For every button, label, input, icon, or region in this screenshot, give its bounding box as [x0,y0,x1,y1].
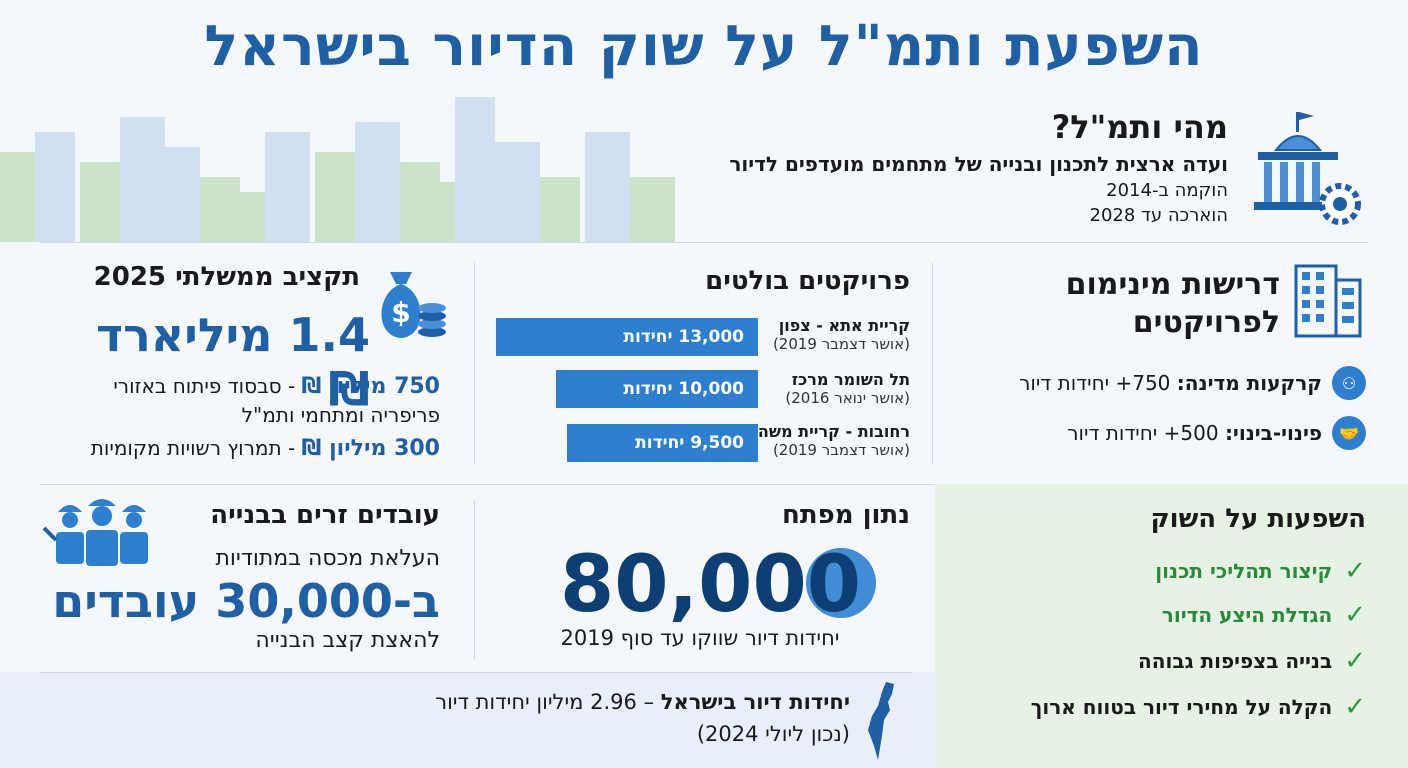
workers-heading: עובדים זרים בבנייה [210,500,440,530]
impact-item: ✓ הקלה על מחירי דיור בטווח ארוך [1031,692,1366,722]
requirement-2-text: 500+ יחידות דיור [1067,421,1225,445]
requirement-row-1: ⚇ קרקעות מדינה: 750+ יחידות דיור [1019,366,1366,400]
workers-big-number: ב-30,000 עובדים [52,574,440,628]
impact-item-text: בנייה בצפיפות גבוהה [1138,649,1333,673]
budget-heading: תקציב ממשלתי 2025 [93,262,360,292]
israel-units-note: (נכון ליולי 2024) [696,722,850,746]
whatis-established: הוקמה ב-2014 [1106,180,1228,201]
keystat-circle-decoration [806,548,876,618]
workers-icon [42,499,148,566]
divider [40,484,935,485]
project-name: תל השומר מרכז [791,370,910,389]
svg-text:$: $ [391,296,410,329]
keystat-number: 80,000 [560,540,861,630]
project-name: רחובות - קריית משה [757,422,910,441]
budget-item-1: 750 מיליון ₪ - סבסוד פיתוח באזורי פריפרי… [40,372,440,429]
handshake-icon: 🤝 [1332,416,1366,450]
workers-line2: להאצת קצב הבנייה [255,628,440,653]
requirement-2-label: פינוי-בינוי: [1224,421,1322,445]
projects-heading: פרויקטים בולטים [705,266,910,296]
whatis-extended: הוארכה עד 2028 [1089,205,1228,226]
divider [40,672,912,673]
projects-chart: קריית אתא - צפון (אושר דצמבר 2019) 13,00… [490,312,910,472]
israel-units-line: יחידות דיור בישראל – 2.96 מיליון יחידות … [300,690,850,714]
requirements-heading-box: דרישות מינימום לפרויקטים [1010,266,1280,342]
project-bar: 10,000 יחידות [556,370,758,408]
israel-units-label: יחידות דיור בישראל [660,690,850,714]
project-name: קריית אתא - צפון [778,316,910,335]
divider [474,500,475,660]
budget-total: 1.4 מיליארד ₪ [96,308,370,416]
check-icon: ✓ [1344,556,1366,586]
money-bag-icon: $ [381,272,446,338]
whatis-definition: ועדה ארצית לתכנון ובנייה של מתחמים מועדפ… [729,152,1228,176]
projects-heading-box: פרויקטים בולטים [490,266,910,296]
impact-item-text: קיצור תהליכי תכנון [1155,559,1333,583]
whatis-question: מהי ותמ"ל? [1051,108,1228,146]
page-title: השפעת ותמ"ל על שוק הדיור בישראל [204,14,1204,79]
project-bar: 9,500 יחידות [567,424,758,462]
impacts-heading: השפעות על השוק [1150,504,1366,534]
project-date: (אושר דצמבר 2019) [772,441,910,459]
project-date: (אושר דצמבר 2019) [772,335,910,353]
budget-item-1-amount: 750 מיליון ₪ [301,374,440,399]
budget-item-2-text: - תמרוץ רשויות מקומיות [90,436,302,460]
requirement-1-text: 750+ יחידות דיור [1019,371,1177,395]
project-date: (אושר ינואר 2016) [785,389,910,407]
budget-item-1-text: - סבסוד פיתוח באזורי פריפריה ומתחמי ותמ"… [113,374,440,427]
project-label-1: קריית אתא - צפון (אושר דצמבר 2019) [750,316,910,353]
requirements-heading-line1: דרישות מינימום [1065,267,1280,302]
keystat-caption: יחידות דיור שווקו עד סוף 2019 [560,626,840,650]
israel-map-icon [868,682,894,760]
city-skyline-illustration [0,97,675,242]
divider [932,262,933,464]
impact-item: ✓ קיצור תהליכי תכנון [1155,556,1366,586]
budget-item-2-amount: 300 מיליון ₪ [301,436,440,461]
keystat-heading: נתון מפתח [782,500,910,530]
impact-item: ✓ בנייה בצפיפות גבוהה [1138,646,1366,676]
divider [40,242,1368,243]
impacts-heading-box: השפעות על השוק [966,504,1366,534]
hierarchy-icon: ⚇ [1332,366,1366,400]
impacts-panel [935,484,1408,768]
israel-units-text: – 2.96 מיליון יחידות דיור [435,690,661,714]
project-label-2: תל השומר מרכז (אושר ינואר 2016) [750,370,910,407]
requirement-1-label: קרקעות מדינה: [1176,371,1322,395]
israel-units-bar [0,672,935,768]
check-icon: ✓ [1344,646,1366,676]
budget-item-2: 300 מיליון ₪ - תמרוץ רשויות מקומיות [40,436,440,461]
impact-item: ✓ הגדלת היצע הדיור [1162,600,1366,630]
workers-heading-box: עובדים זרים בבנייה [160,500,440,530]
keystat-heading-box: נתון מפתח [490,500,910,530]
check-icon: ✓ [1344,600,1366,630]
whatis-section: מהי ותמ"ל? ועדה ארצית לתכנון ובנייה של מ… [668,108,1228,226]
impact-item-text: הגדלת היצע הדיור [1161,603,1333,627]
divider [474,262,475,464]
workers-line1: העלאת מכסה במתודיות [215,546,440,571]
government-building-icon [1254,112,1361,225]
project-label-3: רחובות - קריית משה (אושר דצמבר 2019) [750,422,910,459]
budget-heading-box: תקציב ממשלתי 2025 [40,262,360,292]
requirements-heading-line2: לפרויקטים [1132,305,1280,340]
building-icon [1294,264,1362,338]
project-bar: 13,000 יחידות [496,318,758,356]
check-icon: ✓ [1344,692,1366,722]
impact-item-text: הקלה על מחירי דיור בטווח ארוך [1030,695,1333,719]
requirement-row-2: 🤝 פינוי-בינוי: 500+ יחידות דיור [1067,416,1366,450]
